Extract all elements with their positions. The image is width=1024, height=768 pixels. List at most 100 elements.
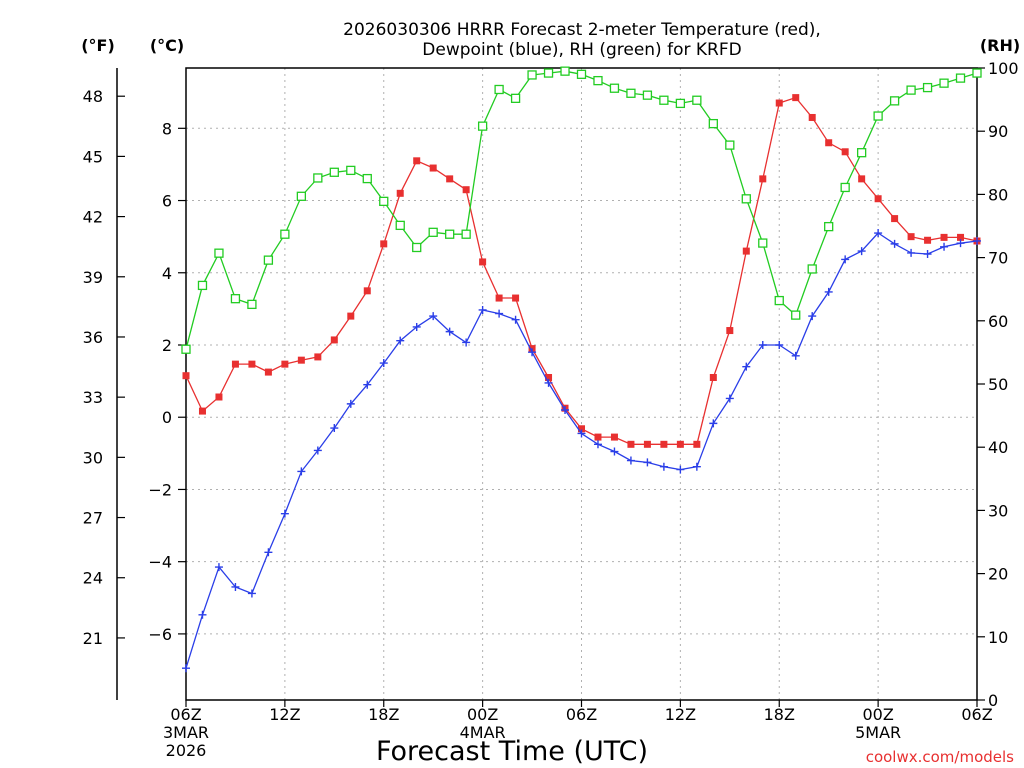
- dewpoint-point: [198, 610, 207, 619]
- celsius-tick-label: 6: [162, 192, 172, 211]
- dewpoint-point: [297, 467, 306, 476]
- dewpoint-point: [396, 336, 405, 345]
- x-tick-label: 12Z: [269, 705, 300, 724]
- dewpoint-point: [330, 424, 339, 433]
- chart-title-line1: 2026030306 HRRR Forecast 2-meter Tempera…: [343, 20, 821, 40]
- axes: −6−4−20246821242730333639424548010203040…: [83, 59, 1019, 760]
- temperature-point: [709, 373, 717, 381]
- temperature-point: [297, 356, 305, 364]
- rh-point: [889, 96, 900, 106]
- temperature-point: [792, 94, 800, 102]
- dewpoint-point: [214, 563, 223, 572]
- dewpoint-point: [725, 394, 734, 403]
- dewpoint-point: [247, 589, 256, 598]
- temperature-point: [413, 157, 421, 165]
- dewpoint-point: [346, 399, 355, 408]
- temperature-point: [479, 258, 487, 266]
- rh-point: [362, 173, 372, 184]
- fahrenheit-tick-label: 30: [83, 448, 103, 467]
- rh-point: [873, 111, 883, 121]
- temperature-point: [198, 407, 206, 415]
- fahrenheit-tick-label: 27: [83, 509, 103, 528]
- fahrenheit-tick-label: 45: [83, 147, 103, 166]
- dewpoint-point: [643, 458, 652, 467]
- rh-point: [856, 148, 867, 158]
- rh-point: [329, 167, 339, 177]
- rh-point: [758, 238, 768, 248]
- dewpoint-point: [511, 315, 520, 324]
- series-layer: [181, 66, 982, 673]
- rh-tick-label: 80: [988, 185, 1008, 204]
- rh-point: [824, 221, 834, 232]
- rh-point: [708, 118, 718, 129]
- temperature-point: [512, 294, 520, 302]
- celsius-tick-label: 8: [162, 119, 172, 138]
- rh-point: [461, 229, 471, 239]
- dewpoint-point: [923, 249, 932, 258]
- celsius-tick-label: −6: [148, 625, 172, 644]
- x-tick-label: 12Z: [665, 705, 696, 724]
- x-tick-label: 18Z: [764, 705, 795, 724]
- dewpoint-point: [692, 462, 701, 471]
- celsius-tick-label: 4: [162, 264, 172, 283]
- rh-point: [741, 194, 751, 204]
- rh-tick-label: 90: [988, 122, 1008, 141]
- temperature-point: [759, 175, 767, 183]
- fahrenheit-axis-unit: (°F): [81, 36, 115, 55]
- x-tick-label: 18Z: [368, 705, 399, 724]
- rh-point: [527, 70, 537, 80]
- rh-point: [197, 280, 208, 291]
- rh-point: [280, 229, 290, 239]
- rh-point: [774, 295, 784, 306]
- rh-point: [675, 98, 686, 109]
- rh-tick-label: 100: [988, 59, 1019, 78]
- dewpoint-point: [742, 362, 751, 371]
- rh-tick-label: 0: [988, 691, 998, 710]
- dewpoint-point: [676, 465, 685, 474]
- rh-tick-label: 20: [988, 565, 1008, 584]
- rh-point: [395, 220, 405, 231]
- temperature-point: [363, 287, 371, 295]
- temperature-point: [808, 113, 816, 121]
- temperature-point: [215, 393, 223, 401]
- temperature-point: [874, 195, 882, 203]
- gridlines: [186, 68, 977, 700]
- rh-point: [313, 173, 323, 183]
- rh-point: [543, 68, 554, 78]
- x-tick-label: 06Z: [170, 705, 201, 724]
- temperature-point: [314, 353, 322, 361]
- rh-point: [379, 196, 389, 207]
- dewpoint-point: [561, 406, 570, 415]
- dewpoint-point: [462, 338, 471, 347]
- rh-point: [560, 66, 570, 76]
- x-tick-label: 06Z: [961, 705, 992, 724]
- rh-point: [807, 264, 817, 274]
- dewpoint-point: [577, 429, 586, 438]
- rh-line: [185, 70, 978, 350]
- dewpoint-point: [709, 419, 718, 428]
- temperature-point: [330, 336, 338, 344]
- rh-point: [972, 68, 982, 78]
- rh-point: [626, 88, 636, 98]
- dewpoint-point: [659, 462, 668, 471]
- rh-point: [609, 83, 620, 93]
- dewpoint-point: [264, 548, 273, 557]
- fahrenheit-tick-label: 36: [83, 328, 103, 347]
- temperature-point: [940, 233, 948, 241]
- rh-point: [494, 84, 504, 95]
- temperature-point: [841, 148, 849, 156]
- rh-point: [576, 69, 587, 79]
- dewpoint-point: [231, 582, 240, 591]
- temperature-point: [627, 440, 635, 448]
- dewpoint-point: [593, 440, 602, 449]
- celsius-tick-label: 2: [162, 336, 172, 355]
- rh-point: [642, 90, 653, 100]
- temperature-point: [726, 327, 734, 335]
- rh-axis-unit: (RH): [980, 36, 1020, 55]
- temperature-point: [248, 360, 256, 368]
- temperature-point: [676, 440, 684, 448]
- x-date-label: 4MAR: [460, 723, 506, 742]
- temperature-point: [264, 368, 272, 376]
- rh-point: [922, 82, 933, 93]
- rh-point: [692, 95, 702, 105]
